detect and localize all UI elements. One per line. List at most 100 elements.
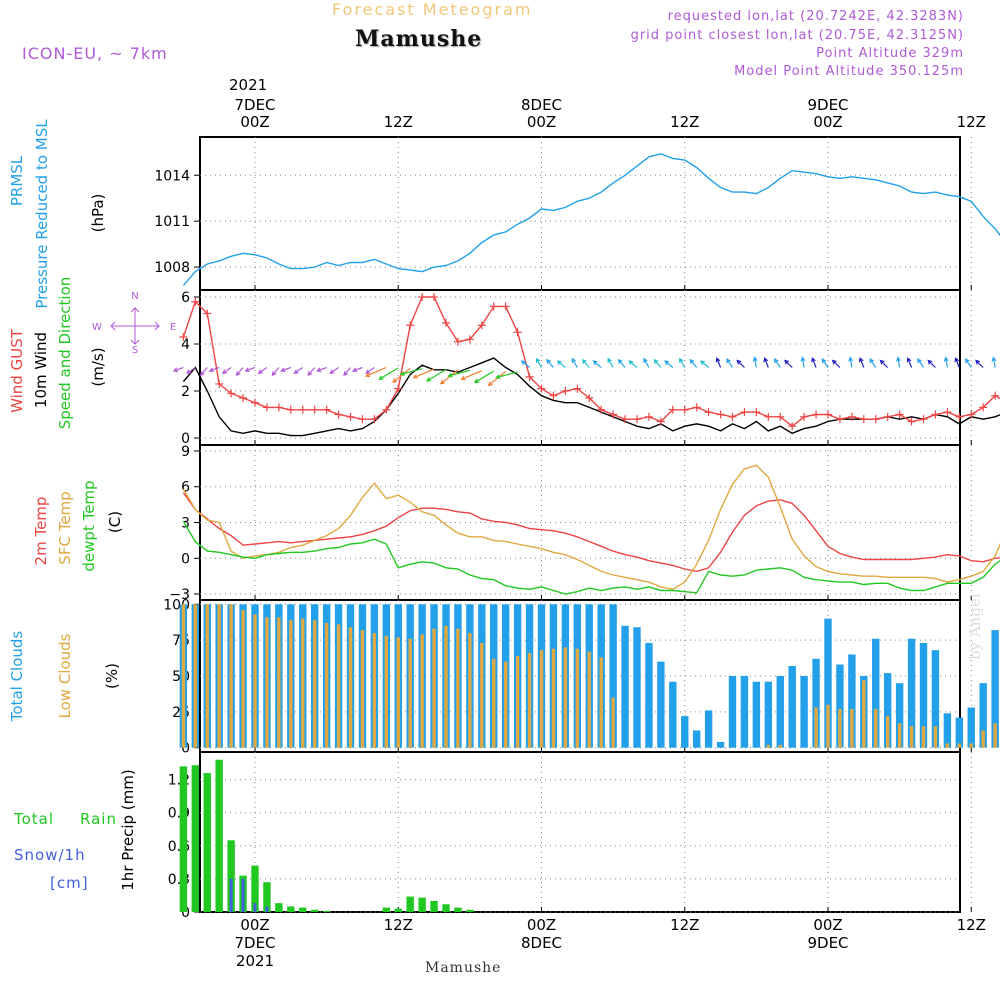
wind-arrow-head [592,360,598,366]
wind-arrow [907,358,913,368]
rain-bar [263,882,271,912]
total-cloud-bar [979,683,987,748]
gust-point [871,415,880,424]
low-cloud-bar [957,743,962,748]
gust-point [704,408,713,417]
wind-arrow [317,366,327,372]
top-x-axis: 00Z 12Z 00Z 12Z 00Z 12Z 7DEC 8DEC 9DEC [234,96,985,131]
wind-arrow [859,358,865,368]
gust-point [573,384,582,393]
gust-point [812,410,821,419]
gust-point [728,412,737,421]
gust-point [215,379,224,388]
wind-arrow-head [991,356,997,362]
gust-point [453,337,462,346]
wind-arrow [379,367,399,380]
x-tick-label-bottom: 12Z [670,916,699,934]
low-cloud-bar [969,743,973,748]
wind-arrow [294,367,304,374]
total-cloud-bar [931,650,940,748]
low-cloud-bar [766,744,771,748]
low-cloud-bar [432,628,436,748]
wind-arrow [736,360,745,368]
wind-arrow [258,367,268,374]
wind-arrow [832,360,841,368]
wind-arrow-head [392,378,398,383]
wind-arrow [400,368,423,375]
x-year-label-bottom: 2021 [236,952,274,970]
y-tick-label: 4 [181,337,190,353]
gust-point [740,408,749,417]
wind-arrow [679,358,686,368]
wind-arrow [521,360,530,368]
wind-arrow [716,358,722,368]
wind-arrow [849,357,853,368]
low-cloud-bar [456,628,460,748]
gust-point [824,410,832,419]
precip-label-cm: [cm] [50,874,89,892]
rain-bar [322,910,331,912]
low-cloud-bar [480,643,484,748]
gust-point [609,410,618,419]
pressure-label-desc: Pressure Reduced to MSL [33,119,51,309]
wind-arrow [461,370,483,380]
x-date-label-top: 7DEC [234,96,275,114]
gust-point [262,403,271,412]
series-line-2m-temp [182,492,1000,573]
wind-arrow-head [582,358,587,364]
wind-arrow-head [715,357,721,363]
wind-arrow [992,357,996,368]
wind-arrow [593,360,602,368]
wind-arrow-head [520,360,526,366]
snow-bar [253,903,257,912]
y-tick-label: 0 [181,431,190,447]
panel-temp: −3 0 3 6 9 [169,444,972,603]
wind-arrow-head [643,357,648,363]
wind-arrow [546,359,554,368]
panel-frame [199,751,961,913]
gust-point [513,328,522,337]
model-label: ICON-EU, ~ 7km [22,44,168,63]
total-cloud-bar [895,683,904,748]
wind-arrow-head [535,357,541,363]
gust-point [179,332,188,341]
low-cloud-bar [862,680,866,748]
gust-point [286,405,295,414]
gust-point [322,405,331,414]
wind-arrow-head [280,367,286,373]
low-cloud-bar [253,614,257,748]
total-cloud-bar [752,681,761,748]
gust-point [227,389,236,398]
wind-arrow-head [943,356,949,362]
pressure-unit-label: (hPa) [89,194,107,233]
total-cloud-bar [633,627,641,748]
wind-arrow [880,360,889,368]
snow-bar [241,878,245,912]
gust-point [955,412,964,421]
wind-arrow [488,371,507,386]
wind-arrow-head [664,360,670,366]
y-tick-label: 6 [181,290,190,306]
temp-label-dewpt: dewpt Temp [80,480,98,571]
x-tick-label-top: 12Z [670,113,699,131]
gust-point [489,302,498,311]
x-tick-label-bottom: 12Z [384,916,413,934]
wind-arrow-head [763,357,769,363]
total-cloud-bar [704,710,713,748]
wind-arrow-head [351,367,358,373]
x-date-label-bottom: 8DEC [521,934,562,952]
wind-arrow-head [964,358,970,364]
wind-arrow-head [439,379,445,385]
x-date-label-top: 8DEC [521,96,562,114]
panel-pressure: 1008 1011 1014 [154,136,972,291]
wind-arrow-head [752,356,758,362]
rain-bar [299,907,307,912]
wind-label-gust: Wind GUST [8,328,26,413]
gust-point [251,398,259,407]
compass-s: S [132,345,138,356]
total-cloud-bar [609,604,617,748]
wind-arrow [343,367,351,376]
gust-point [752,408,761,417]
y-tick-label: 1008 [154,260,190,276]
